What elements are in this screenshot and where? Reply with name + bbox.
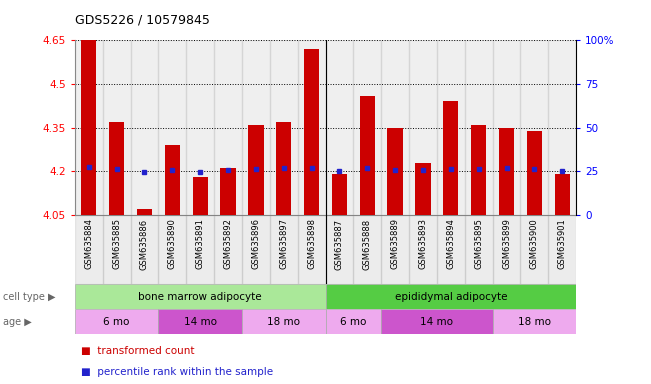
Bar [381, 40, 409, 215]
Text: ■  transformed count: ■ transformed count [81, 346, 195, 356]
Bar [137, 209, 152, 215]
Bar [326, 40, 353, 215]
Bar [493, 215, 520, 284]
Bar [437, 40, 465, 215]
Bar [75, 284, 326, 309]
Text: GSM635884: GSM635884 [84, 218, 93, 270]
Text: 14 mo: 14 mo [421, 316, 453, 327]
Bar [75, 40, 103, 215]
Text: cell type ▶: cell type ▶ [3, 291, 56, 302]
Bar [158, 215, 186, 284]
Bar [555, 174, 570, 215]
Text: bone marrow adipocyte: bone marrow adipocyte [139, 291, 262, 302]
Text: 18 mo: 18 mo [267, 316, 300, 327]
Bar [242, 215, 270, 284]
Text: 14 mo: 14 mo [184, 316, 217, 327]
Text: GSM635886: GSM635886 [140, 218, 149, 270]
Bar [131, 215, 158, 284]
Bar [326, 215, 353, 284]
Bar [520, 40, 548, 215]
Bar [242, 309, 326, 334]
Bar [359, 96, 375, 215]
Bar [387, 128, 403, 215]
Bar [409, 40, 437, 215]
Text: ■  percentile rank within the sample: ■ percentile rank within the sample [81, 367, 273, 377]
Bar [415, 162, 430, 215]
Text: age ▶: age ▶ [3, 316, 32, 327]
Bar [158, 309, 242, 334]
Bar [131, 40, 158, 215]
Bar [298, 40, 326, 215]
Bar [326, 284, 576, 309]
Bar [214, 215, 242, 284]
Text: GDS5226 / 10579845: GDS5226 / 10579845 [75, 13, 210, 26]
Bar [270, 40, 298, 215]
Text: 18 mo: 18 mo [518, 316, 551, 327]
Text: GSM635891: GSM635891 [196, 218, 204, 269]
Text: GSM635897: GSM635897 [279, 218, 288, 270]
Bar [381, 309, 493, 334]
Bar [248, 125, 264, 215]
Text: GSM635894: GSM635894 [447, 218, 455, 269]
Text: GSM635898: GSM635898 [307, 218, 316, 270]
Bar [493, 40, 520, 215]
Bar [326, 309, 381, 334]
Bar [75, 215, 103, 284]
Bar [520, 215, 548, 284]
Bar [443, 101, 458, 215]
Text: GSM635893: GSM635893 [419, 218, 428, 270]
Bar [242, 40, 270, 215]
Bar [103, 215, 131, 284]
Bar [186, 40, 214, 215]
Bar [75, 309, 158, 334]
Bar [193, 177, 208, 215]
Bar [353, 40, 381, 215]
Bar [527, 131, 542, 215]
Bar [471, 125, 486, 215]
Text: GSM635901: GSM635901 [558, 218, 567, 269]
Bar [437, 215, 465, 284]
Bar [276, 122, 292, 215]
Text: GSM635885: GSM635885 [112, 218, 121, 270]
Bar [109, 122, 124, 215]
Bar [158, 40, 186, 215]
Text: GSM635899: GSM635899 [502, 218, 511, 269]
Text: GSM635889: GSM635889 [391, 218, 400, 270]
Bar [493, 309, 576, 334]
Text: GSM635888: GSM635888 [363, 218, 372, 270]
Bar [548, 40, 576, 215]
Text: GSM635895: GSM635895 [474, 218, 483, 269]
Bar [304, 49, 319, 215]
Bar [499, 128, 514, 215]
Text: GSM635890: GSM635890 [168, 218, 177, 269]
Bar [103, 40, 131, 215]
Bar [221, 169, 236, 215]
Text: 6 mo: 6 mo [104, 316, 130, 327]
Text: GSM635892: GSM635892 [223, 218, 232, 269]
Bar [465, 215, 493, 284]
Bar [270, 215, 298, 284]
Text: GSM635887: GSM635887 [335, 218, 344, 270]
Text: 6 mo: 6 mo [340, 316, 367, 327]
Bar [381, 215, 409, 284]
Bar [353, 215, 381, 284]
Bar [186, 215, 214, 284]
Bar [298, 215, 326, 284]
Text: GSM635900: GSM635900 [530, 218, 539, 269]
Bar [548, 215, 576, 284]
Bar [332, 174, 347, 215]
Bar [409, 215, 437, 284]
Bar [165, 145, 180, 215]
Bar [465, 40, 493, 215]
Bar [81, 40, 96, 215]
Text: epididymal adipocyte: epididymal adipocyte [395, 291, 507, 302]
Bar [214, 40, 242, 215]
Text: GSM635896: GSM635896 [251, 218, 260, 270]
